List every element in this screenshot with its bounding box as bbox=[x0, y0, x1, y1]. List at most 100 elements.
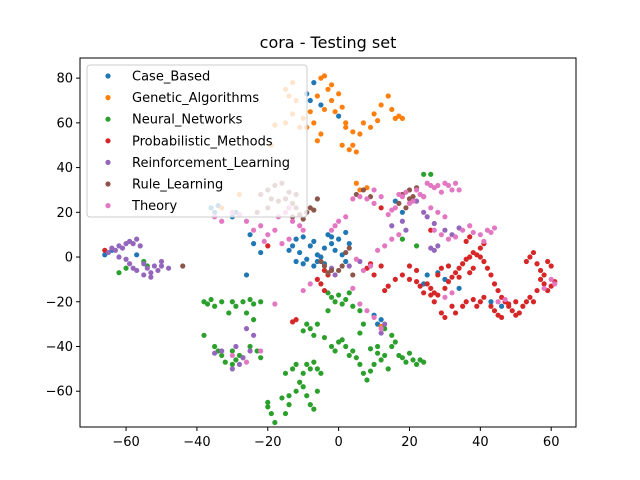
points-layer bbox=[102, 73, 558, 426]
point-genetic-algorithms-20 bbox=[360, 120, 367, 126]
point-reinforcement-learning-19 bbox=[141, 272, 147, 278]
point-case-based-17 bbox=[311, 238, 317, 244]
point-probabilistic-methods-85 bbox=[477, 245, 483, 251]
point-theory-18 bbox=[364, 196, 370, 202]
point-neural-networks-101 bbox=[375, 343, 381, 350]
x-tick-label-1: −40 bbox=[183, 435, 210, 450]
point-case-based-42 bbox=[488, 299, 494, 305]
point-genetic-algorithms-44 bbox=[343, 124, 349, 130]
point-neural-networks-26 bbox=[272, 419, 278, 426]
point-probabilistic-methods-45 bbox=[527, 294, 533, 300]
point-neural-networks-91 bbox=[282, 370, 289, 376]
point-neural-networks-10 bbox=[240, 299, 246, 305]
point-case-based-27 bbox=[346, 241, 352, 247]
point-neural-networks-106 bbox=[229, 299, 235, 305]
point-theory-63 bbox=[353, 256, 359, 262]
point-theory-26 bbox=[403, 189, 409, 195]
point-theory-49 bbox=[460, 227, 466, 233]
point-theory-28 bbox=[410, 198, 416, 204]
point-genetic-algorithms-24 bbox=[378, 102, 384, 108]
point-neural-networks-17 bbox=[222, 359, 228, 365]
point-neural-networks-34 bbox=[307, 402, 313, 408]
point-theory-60 bbox=[375, 247, 381, 253]
point-reinforcement-learning-21 bbox=[158, 258, 165, 265]
point-neural-networks-51 bbox=[336, 292, 342, 298]
point-probabilistic-methods-13 bbox=[392, 276, 398, 282]
point-genetic-algorithms-15 bbox=[332, 109, 338, 115]
point-reinforcement-learning-7 bbox=[130, 241, 136, 247]
point-theory-55 bbox=[491, 225, 498, 231]
point-theory-40 bbox=[452, 180, 459, 186]
point-theory-65 bbox=[357, 301, 363, 307]
point-theory-54 bbox=[488, 229, 494, 236]
y-tick-label-1: −40 bbox=[46, 340, 73, 355]
point-case-based-11 bbox=[289, 243, 296, 249]
point-reinforcement-learning-51 bbox=[399, 218, 405, 224]
point-theory-79 bbox=[502, 296, 508, 303]
point-case-based-15 bbox=[304, 256, 310, 262]
point-case-based-38 bbox=[424, 272, 430, 278]
point-genetic-algorithms-29 bbox=[399, 115, 405, 121]
point-neural-networks-42 bbox=[314, 366, 320, 372]
point-neural-networks-53 bbox=[343, 296, 349, 303]
point-probabilistic-methods-48 bbox=[537, 276, 544, 282]
point-theory-43 bbox=[435, 209, 441, 215]
point-theory-80 bbox=[442, 294, 448, 300]
point-reinforcement-learning-26 bbox=[240, 355, 246, 361]
point-theory-19 bbox=[371, 200, 377, 206]
point-theory-15 bbox=[343, 214, 349, 220]
point-neural-networks-54 bbox=[346, 290, 352, 296]
point-neural-networks-73 bbox=[403, 359, 409, 365]
point-neural-networks-25 bbox=[268, 410, 274, 417]
point-case-based-41 bbox=[456, 285, 462, 291]
point-neural-networks-57 bbox=[346, 352, 352, 359]
point-probabilistic-methods-23 bbox=[449, 274, 455, 280]
legend-marker-3 bbox=[105, 138, 111, 144]
legend-label-5: Rule_Learning bbox=[132, 178, 223, 193]
point-genetic-algorithms-31 bbox=[307, 109, 313, 115]
point-neural-networks-88 bbox=[204, 301, 211, 307]
point-probabilistic-methods-31 bbox=[477, 254, 483, 260]
point-neural-networks-9 bbox=[233, 303, 239, 309]
point-genetic-algorithms-30 bbox=[350, 129, 356, 135]
point-neural-networks-50 bbox=[332, 299, 338, 305]
point-theory-61 bbox=[367, 263, 374, 269]
point-theory-87 bbox=[332, 223, 338, 229]
legend-frame bbox=[86, 64, 308, 218]
point-theory-86 bbox=[328, 227, 335, 233]
legend-marker-4 bbox=[105, 159, 111, 165]
point-theory-2 bbox=[243, 218, 250, 224]
point-reinforcement-learning-32 bbox=[243, 326, 250, 332]
point-probabilistic-methods-11 bbox=[382, 287, 388, 294]
point-neural-networks-46 bbox=[311, 332, 317, 338]
point-theory-3 bbox=[251, 227, 257, 233]
point-neural-networks-5 bbox=[208, 296, 214, 303]
point-genetic-algorithms-6 bbox=[311, 120, 317, 126]
legend-marker-5 bbox=[105, 181, 111, 187]
point-probabilistic-methods-75 bbox=[499, 314, 505, 321]
point-neural-networks-36 bbox=[314, 388, 320, 394]
point-theory-39 bbox=[449, 187, 455, 193]
chart-title: cora - Testing set bbox=[260, 33, 397, 52]
point-case-based-8 bbox=[247, 232, 253, 238]
ticks-layer: −60 −40 −20 0 20 40 60 −60 −40 −20 0 20 40 60 80 bbox=[46, 72, 560, 450]
point-theory-64 bbox=[350, 285, 356, 291]
point-probabilistic-methods-10 bbox=[378, 263, 384, 269]
point-reinforcement-learning-33 bbox=[251, 332, 257, 338]
point-rule-learning-22 bbox=[350, 272, 356, 278]
point-case-based-30 bbox=[311, 263, 317, 269]
point-probabilistic-methods-78 bbox=[456, 274, 462, 280]
point-probabilistic-methods-71 bbox=[421, 290, 427, 296]
point-theory-36 bbox=[438, 189, 444, 195]
point-probabilistic-methods-88 bbox=[463, 238, 469, 244]
point-neural-networks-19 bbox=[233, 357, 239, 363]
point-reinforcement-learning-37 bbox=[421, 209, 427, 215]
point-case-based-52 bbox=[300, 234, 306, 240]
point-neural-networks-33 bbox=[304, 393, 310, 399]
point-probabilistic-methods-49 bbox=[541, 281, 547, 287]
point-case-based-20 bbox=[321, 245, 328, 251]
point-probabilistic-methods-74 bbox=[488, 303, 494, 309]
point-probabilistic-methods-67 bbox=[438, 310, 444, 316]
point-theory-12 bbox=[297, 223, 303, 229]
